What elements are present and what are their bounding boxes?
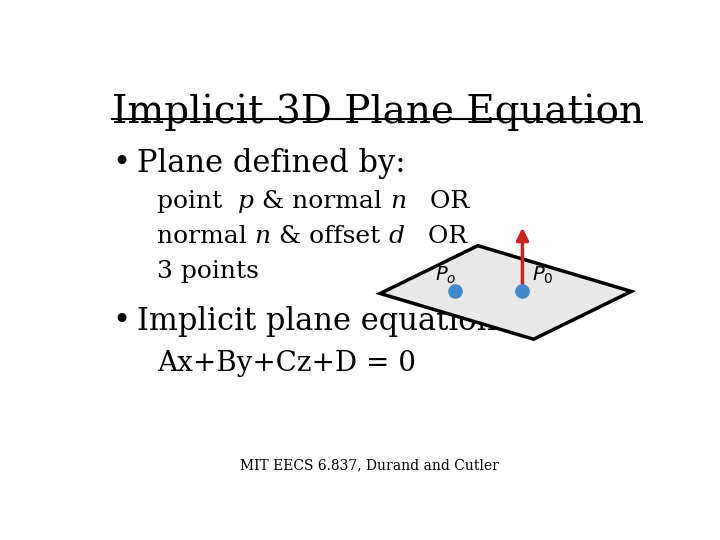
Text: $P_0$: $P_0$ bbox=[533, 265, 554, 286]
Text: Implicit plane equation: Implicit plane equation bbox=[138, 306, 497, 337]
Text: normal: normal bbox=[157, 225, 255, 248]
Text: & normal: & normal bbox=[254, 190, 390, 213]
Text: point: point bbox=[157, 190, 238, 213]
Text: 3 points: 3 points bbox=[157, 260, 258, 283]
Text: OR: OR bbox=[406, 190, 469, 213]
Text: •: • bbox=[112, 148, 130, 179]
Polygon shape bbox=[380, 246, 631, 339]
Text: Ax+By+Cz+D = 0: Ax+By+Cz+D = 0 bbox=[157, 349, 416, 376]
Text: $P_o$: $P_o$ bbox=[435, 265, 456, 286]
Text: MIT EECS 6.837, Durand and Cutler: MIT EECS 6.837, Durand and Cutler bbox=[240, 458, 498, 472]
Text: Implicit 3D Plane Equation: Implicit 3D Plane Equation bbox=[112, 94, 644, 131]
Text: Plane defined by:: Plane defined by: bbox=[138, 148, 406, 179]
Text: p: p bbox=[238, 190, 254, 213]
Text: n: n bbox=[390, 190, 406, 213]
Text: n: n bbox=[255, 225, 271, 248]
Text: d: d bbox=[388, 225, 404, 248]
Text: & offset: & offset bbox=[271, 225, 388, 248]
Text: OR: OR bbox=[404, 225, 467, 248]
Point bbox=[450, 287, 462, 296]
Point bbox=[517, 287, 528, 296]
Text: •: • bbox=[112, 306, 130, 337]
